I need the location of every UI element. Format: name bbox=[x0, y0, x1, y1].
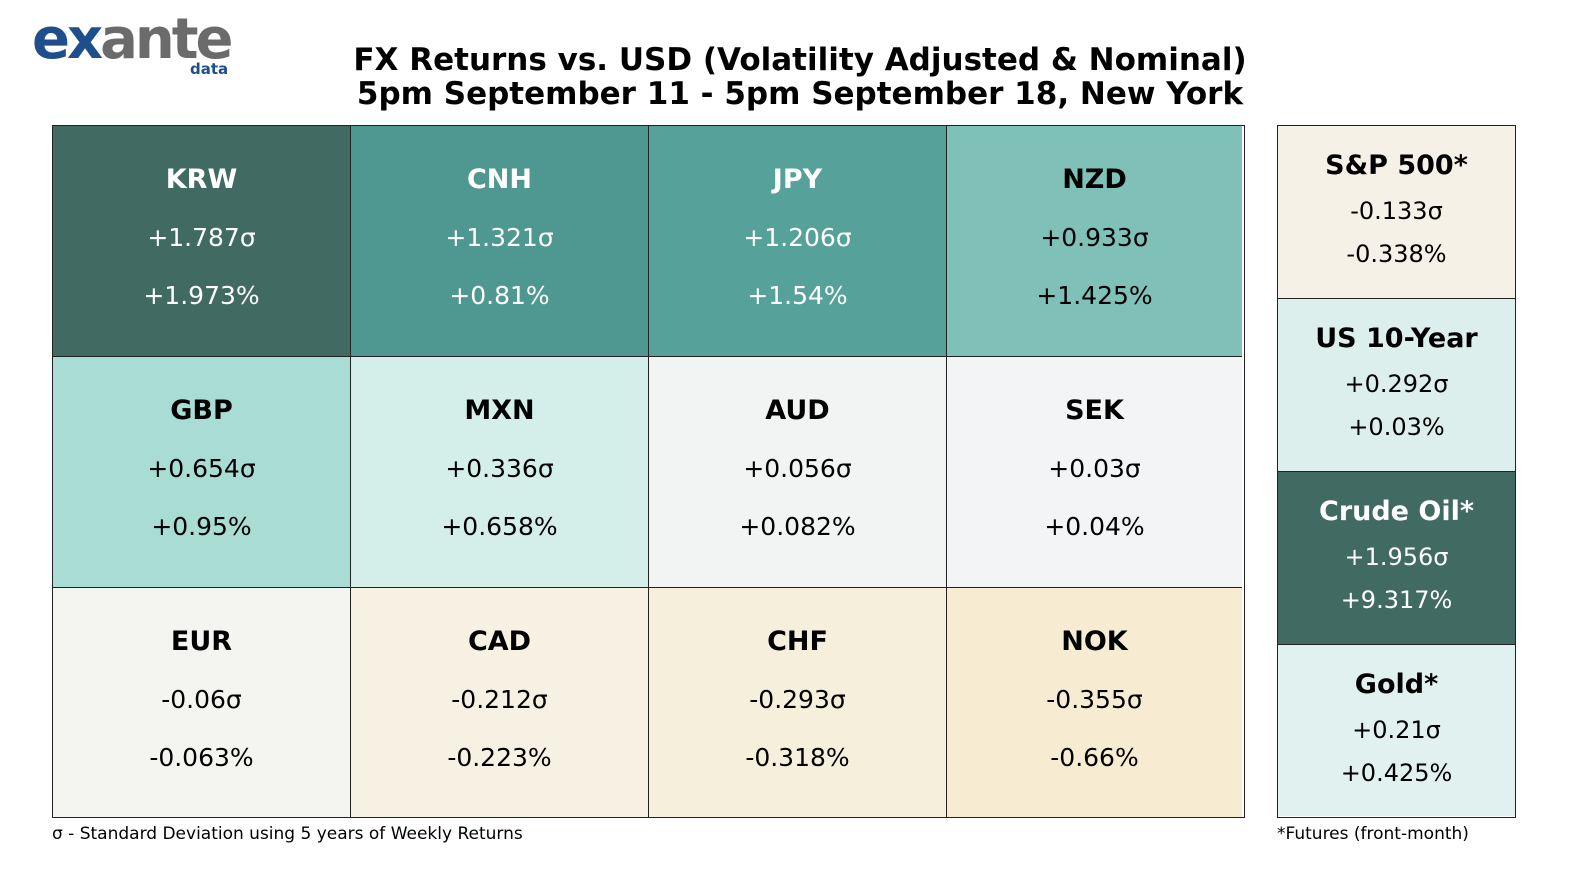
futures-footnote: *Futures (front-month) bbox=[1277, 824, 1469, 844]
asset-cell-sigma-value: +0.21σ bbox=[1352, 716, 1441, 744]
fx-cell-krw: KRW +1.787σ +1.973% bbox=[53, 126, 351, 357]
fx-cell-currency-label: KRW bbox=[165, 164, 238, 195]
fx-cell-jpy: JPY +1.206σ +1.54% bbox=[649, 126, 947, 357]
fx-cell-percent-value: +1.425% bbox=[1036, 281, 1153, 310]
fx-cell-percent-value: -0.318% bbox=[745, 743, 850, 772]
fx-cell-sigma-value: +1.321σ bbox=[445, 223, 554, 252]
asset-cell-percent-value: +9.317% bbox=[1340, 586, 1453, 614]
fx-cell-cad: CAD -0.212σ -0.223% bbox=[351, 588, 649, 817]
fx-cell-mxn: MXN +0.336σ +0.658% bbox=[351, 357, 649, 588]
fx-cell-chf: CHF -0.293σ -0.318% bbox=[649, 588, 947, 817]
asset-cell-percent-value: -0.338% bbox=[1346, 240, 1447, 268]
fx-cell-sigma-value: +0.933σ bbox=[1040, 223, 1149, 252]
fx-cell-sigma-value: +1.787σ bbox=[147, 223, 256, 252]
asset-cell-label: S&P 500* bbox=[1325, 150, 1468, 181]
fx-cell-sigma-value: +0.654σ bbox=[147, 454, 256, 483]
fx-cell-percent-value: +0.658% bbox=[441, 512, 558, 541]
asset-cell-gold: Gold* +0.21σ +0.425% bbox=[1278, 645, 1515, 816]
asset-cell-crude-oil: Crude Oil* +1.956σ +9.317% bbox=[1278, 472, 1515, 645]
fx-cell-gbp: GBP +0.654σ +0.95% bbox=[53, 357, 351, 588]
fx-cell-sigma-value: -0.212σ bbox=[451, 685, 548, 714]
asset-cell-sigma-value: +1.956σ bbox=[1344, 543, 1449, 571]
sigma-footnote: σ - Standard Deviation using 5 years of … bbox=[52, 824, 523, 844]
fx-cell-percent-value: -0.223% bbox=[447, 743, 552, 772]
fx-cell-cnh: CNH +1.321σ +0.81% bbox=[351, 126, 649, 357]
fx-cell-aud: AUD +0.056σ +0.082% bbox=[649, 357, 947, 588]
fx-cell-currency-label: CHF bbox=[767, 626, 828, 657]
fx-cell-currency-label: GBP bbox=[170, 395, 233, 426]
fx-returns-grid: KRW +1.787σ +1.973% CNH +1.321σ +0.81% JPY +1.2… bbox=[52, 125, 1245, 818]
fx-cell-sek: SEK +0.03σ +0.04% bbox=[947, 357, 1242, 588]
fx-cell-percent-value: +0.082% bbox=[739, 512, 856, 541]
fx-cell-sigma-value: -0.355σ bbox=[1046, 685, 1143, 714]
fx-cell-currency-label: NOK bbox=[1061, 626, 1128, 657]
fx-cell-currency-label: AUD bbox=[765, 395, 830, 426]
logo-wordmark-ante: ante bbox=[100, 7, 233, 72]
fx-cell-currency-label: CAD bbox=[467, 626, 532, 657]
asset-cell-percent-value: +0.03% bbox=[1348, 413, 1445, 441]
asset-cell-label: Gold* bbox=[1354, 669, 1439, 700]
fx-cell-percent-value: +0.81% bbox=[449, 281, 550, 310]
fx-cell-sigma-value: +1.206σ bbox=[743, 223, 852, 252]
fx-cell-eur: EUR -0.06σ -0.063% bbox=[53, 588, 351, 817]
fx-cell-currency-label: MXN bbox=[464, 395, 535, 426]
asset-cell-sigma-value: +0.292σ bbox=[1344, 370, 1449, 398]
fx-cell-percent-value: -0.66% bbox=[1050, 743, 1139, 772]
fx-cell-nzd: NZD +0.933σ +1.425% bbox=[947, 126, 1242, 357]
fx-cell-sigma-value: -0.293σ bbox=[749, 685, 846, 714]
fx-cell-percent-value: +1.54% bbox=[747, 281, 848, 310]
logo-wordmark: exante bbox=[32, 7, 234, 72]
fx-cell-sigma-value: +0.336σ bbox=[445, 454, 554, 483]
fx-cell-percent-value: -0.063% bbox=[149, 743, 254, 772]
fx-cell-nok: NOK -0.355σ -0.66% bbox=[947, 588, 1242, 817]
asset-cell-label: US 10-Year bbox=[1315, 323, 1478, 354]
asset-cell-percent-value: +0.425% bbox=[1340, 759, 1453, 787]
fx-cell-percent-value: +1.973% bbox=[143, 281, 260, 310]
exante-logo: exante data bbox=[32, 7, 234, 80]
fx-cell-sigma-value: -0.06σ bbox=[161, 685, 242, 714]
asset-cell-sigma-value: -0.133σ bbox=[1350, 197, 1443, 225]
fx-cell-currency-label: JPY bbox=[772, 164, 823, 195]
chart-title-line2: 5pm September 11 - 5pm September 18, New… bbox=[356, 76, 1244, 112]
fx-cell-sigma-value: +0.056σ bbox=[743, 454, 852, 483]
fx-cell-percent-value: +0.04% bbox=[1044, 512, 1145, 541]
fx-cell-currency-label: SEK bbox=[1065, 395, 1124, 426]
fx-cell-sigma-value: +0.03σ bbox=[1048, 454, 1141, 483]
fx-cell-currency-label: NZD bbox=[1062, 164, 1127, 195]
asset-cell-label: Crude Oil* bbox=[1319, 496, 1474, 527]
logo-subtext: data bbox=[190, 60, 229, 78]
fx-cell-percent-value: +0.95% bbox=[151, 512, 252, 541]
chart-title-line1: FX Returns vs. USD (Volatility Adjusted … bbox=[353, 42, 1247, 78]
fx-cell-currency-label: CNH bbox=[466, 164, 532, 195]
logo-wordmark-ex: ex bbox=[32, 7, 103, 72]
asset-cell-us-10-year: US 10-Year +0.292σ +0.03% bbox=[1278, 299, 1515, 472]
other-assets-panel: S&P 500* -0.133σ -0.338% US 10-Year +0.292σ +… bbox=[1277, 125, 1516, 818]
fx-cell-currency-label: EUR bbox=[170, 626, 233, 657]
asset-cell-s-p-500: S&P 500* -0.133σ -0.338% bbox=[1278, 126, 1515, 299]
